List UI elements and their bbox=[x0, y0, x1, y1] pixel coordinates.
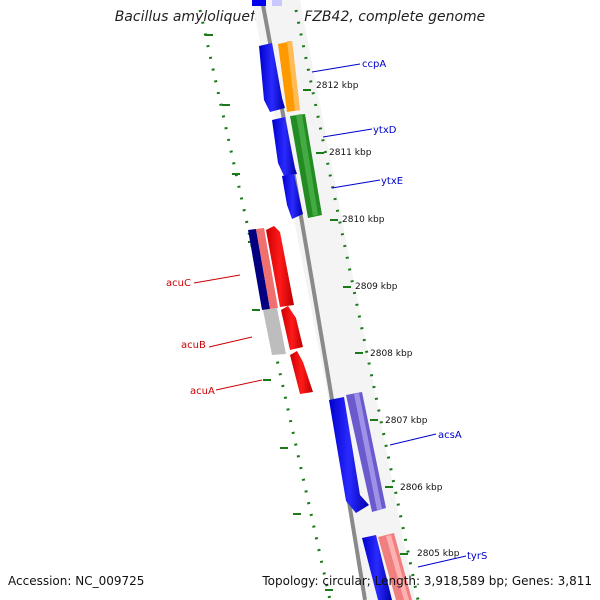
scale-label-2811: 2811 kbp bbox=[329, 148, 372, 158]
gene-green-highlight bbox=[296, 114, 318, 216]
gene-label-ccpA[interactable]: ccpA bbox=[362, 59, 386, 70]
gene-label-tyrS[interactable]: tyrS bbox=[467, 551, 487, 562]
scale-label-2806: 2806 kbp bbox=[400, 483, 443, 493]
topology-text: Topology: circular; Length: 3,918,589 bp… bbox=[262, 574, 592, 588]
major-ticks bbox=[205, 34, 408, 591]
gene-cds-blue-1 bbox=[259, 43, 285, 112]
gene-tyrS-blue bbox=[362, 535, 392, 600]
gene-acuB-red bbox=[281, 306, 303, 350]
gene-acuB-gray bbox=[263, 308, 286, 355]
gene-label-ytxE[interactable]: ytxE bbox=[381, 176, 403, 187]
gene-acsA-blue bbox=[329, 397, 369, 513]
gene-ytxD-cds bbox=[272, 117, 297, 176]
gene-partial-top-light bbox=[272, 0, 282, 6]
outer-dotted-scale bbox=[294, 9, 420, 600]
gene-ytxE-cds bbox=[282, 174, 303, 219]
gene-tyrS-highlight bbox=[386, 535, 409, 600]
gene-label-acuC[interactable]: acuC bbox=[166, 278, 191, 289]
gene-ccpA-highlight bbox=[287, 41, 300, 111]
gene-label-acuB[interactable]: acuB bbox=[181, 340, 206, 351]
accession-text: Accession: NC_009725 bbox=[8, 574, 145, 588]
scale-label-2810: 2810 kbp bbox=[342, 215, 385, 225]
gene-acuC-navy bbox=[248, 229, 270, 310]
gene-label-acuA[interactable]: acuA bbox=[190, 386, 215, 397]
gene-label-acsA[interactable]: acsA bbox=[438, 430, 462, 441]
gene-label-ytxD[interactable]: ytxD bbox=[373, 125, 397, 136]
scale-label-2807: 2807 kbp bbox=[385, 416, 428, 426]
scale-label-2809: 2809 kbp bbox=[355, 282, 398, 292]
gene-partial-top-blue bbox=[252, 0, 266, 6]
scale-label-2808: 2808 kbp bbox=[370, 349, 413, 359]
scale-label-2812: 2812 kbp bbox=[316, 81, 359, 91]
gene-acuA-red bbox=[290, 351, 313, 394]
gene-acsA-purple-highlight bbox=[354, 393, 382, 510]
gene-acuC-salmon bbox=[256, 228, 278, 309]
scale-label-2805: 2805 kbp bbox=[417, 549, 460, 559]
gene-acuC-red bbox=[266, 226, 294, 307]
backbone-shade bbox=[252, 0, 415, 600]
